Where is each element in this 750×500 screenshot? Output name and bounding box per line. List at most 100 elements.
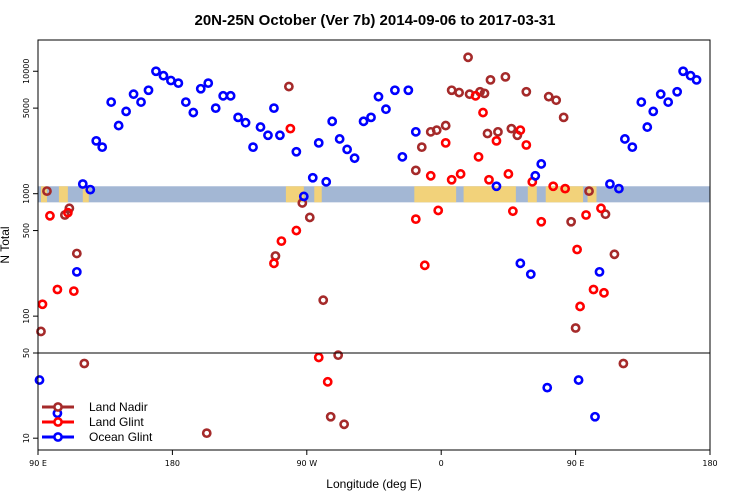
data-point <box>381 104 391 115</box>
y-tick-label: 500 <box>22 223 31 238</box>
data-point <box>493 126 503 137</box>
data-point <box>91 135 102 146</box>
data-point <box>636 97 647 107</box>
data-point <box>515 258 526 269</box>
data-point <box>410 214 421 225</box>
data-point <box>506 123 517 134</box>
data-point <box>503 169 514 179</box>
data-point <box>470 90 481 101</box>
data-point <box>248 142 258 153</box>
data-point <box>373 91 384 102</box>
plot-frame <box>37 39 711 451</box>
data-point <box>596 203 606 214</box>
data-point <box>269 258 279 269</box>
series-ocean-glint <box>34 66 702 422</box>
data-point <box>678 66 689 77</box>
data-point <box>37 299 48 310</box>
data-point <box>642 122 653 132</box>
data-point <box>463 52 473 63</box>
data-point <box>203 78 214 89</box>
data-point <box>218 90 229 101</box>
y-tick-label: 1000 <box>22 184 31 204</box>
data-point <box>233 112 244 123</box>
data-point <box>283 81 294 92</box>
data-point <box>327 116 338 127</box>
data-point <box>128 89 139 100</box>
data-point <box>298 191 309 202</box>
data-point <box>627 142 638 153</box>
y-tick-label: 100 <box>22 309 31 324</box>
y-tick-label: 5000 <box>22 98 31 118</box>
data-point <box>62 207 73 218</box>
data-point <box>143 85 154 96</box>
data-point <box>304 212 315 223</box>
data-point <box>321 176 332 187</box>
land-segment <box>58 186 68 203</box>
ocean-band <box>38 186 710 203</box>
x-tick-label: 90 W <box>296 459 317 468</box>
data-point <box>390 85 400 96</box>
data-point <box>36 326 46 337</box>
data-point <box>575 301 585 312</box>
data-point <box>619 134 630 144</box>
data-point <box>79 358 90 369</box>
data-point <box>180 97 191 107</box>
y-tick-label: 10000 <box>22 59 31 84</box>
data-point <box>342 144 353 155</box>
land-segment <box>414 186 457 203</box>
data-point <box>672 86 683 97</box>
data-point <box>484 174 494 185</box>
series-land-glint <box>37 90 609 387</box>
data-point <box>210 103 221 114</box>
data-point <box>543 91 554 102</box>
data-point <box>121 106 132 117</box>
data-point <box>588 284 599 295</box>
data-point <box>173 78 184 89</box>
land-segment <box>463 186 516 203</box>
axis-ticks: 90 E 180 90 W 0 90 E 180 10 50 100 500 1000 5000 100… <box>22 59 718 468</box>
data-point <box>433 205 444 216</box>
data-point <box>313 352 324 363</box>
data-point <box>691 74 702 85</box>
data-point <box>85 184 96 195</box>
data-point <box>573 375 584 385</box>
data-point <box>440 137 451 148</box>
data-point <box>446 85 457 96</box>
y-axis-label: N Total <box>0 226 12 263</box>
data-point <box>71 248 82 259</box>
legend-marker <box>53 402 63 412</box>
data-point <box>325 411 336 422</box>
data-point <box>507 206 518 217</box>
legend-marker <box>53 432 63 442</box>
data-point <box>500 71 511 82</box>
data-point <box>313 137 324 148</box>
data-point <box>440 120 451 131</box>
data-point <box>291 225 302 236</box>
data-point <box>581 210 591 220</box>
data-point <box>609 249 620 260</box>
x-tick-label: 90 E <box>29 459 47 468</box>
data-point <box>397 151 408 162</box>
data-point <box>318 295 329 306</box>
data-point <box>618 358 629 369</box>
data-point <box>275 130 285 141</box>
data-point <box>614 183 624 194</box>
data-point <box>548 181 559 192</box>
data-point <box>605 179 615 189</box>
data-point <box>648 106 659 117</box>
data-point <box>419 260 430 271</box>
chart-title: 20N-25N October (Ver 7b) 2014-09-06 to 2… <box>194 12 555 29</box>
data-point <box>188 107 199 118</box>
data-point <box>195 83 206 94</box>
data-point <box>570 323 581 333</box>
data-point <box>240 117 251 128</box>
data-point <box>551 95 562 106</box>
data-point <box>479 88 490 99</box>
series-land-nadir <box>36 52 629 439</box>
data-point <box>542 382 553 393</box>
data-point <box>291 146 302 157</box>
data-point <box>491 181 502 192</box>
data-point <box>255 122 266 132</box>
data-point <box>349 153 360 164</box>
